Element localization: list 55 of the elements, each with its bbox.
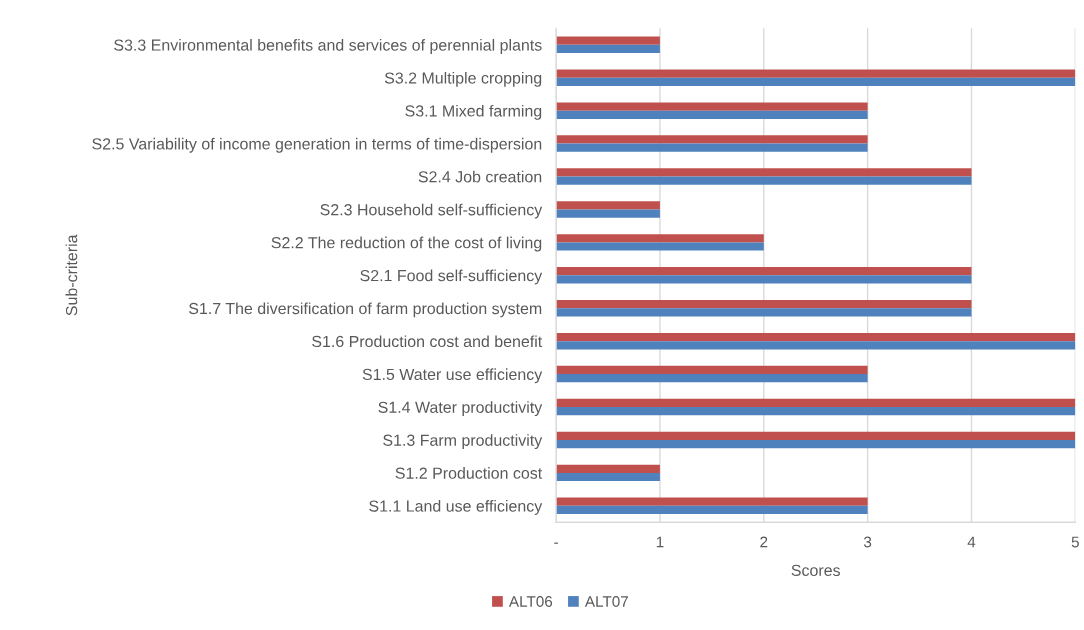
bar [556, 135, 868, 144]
y-tick-label: S3.3 Environmental benefits and services of perennial plants [114, 39, 542, 54]
bar [556, 300, 972, 309]
y-axis-title: Sub-criteria [65, 234, 78, 316]
y-tick-label: S3.2 Multiple cropping [384, 71, 542, 87]
y-tick-label: S1.4 Water productivity [378, 401, 543, 417]
y-tick-label: S2.2 The reduction of the cost of living [271, 236, 542, 252]
bar [556, 308, 972, 317]
legend-label: ALT06 [508, 596, 553, 607]
bar [556, 209, 660, 218]
y-tick-label: S1.5 Water use efficiency [362, 368, 543, 384]
x-tick-label: 3 [863, 536, 872, 548]
bar [556, 110, 868, 119]
y-tick-label: S2.4 Job creation [418, 170, 542, 183]
x-tick-label: 1 [656, 536, 664, 548]
y-tick-label: S2.1 Food self-sufficiency [360, 269, 543, 285]
bar [556, 44, 660, 54]
bar [556, 234, 764, 243]
y-tick-label: S2.3 Household self-sufficiency [320, 203, 543, 219]
y-tick-label: S1.1 Land use efficiency [369, 500, 543, 515]
bar [556, 267, 972, 276]
bar [556, 77, 1076, 86]
bar [556, 439, 1076, 449]
bar [556, 102, 868, 111]
y-tick-label: S1.7 The diversification of farm production system [189, 302, 542, 318]
legend-label: ALT07 [584, 596, 628, 607]
bar [556, 407, 1076, 416]
bar [556, 143, 868, 152]
bar [556, 464, 660, 473]
y-tick-label: S1.2 Production cost [395, 467, 543, 479]
bar [556, 497, 868, 506]
bar [556, 374, 868, 383]
bar [556, 341, 1076, 350]
bar [556, 472, 660, 482]
bar [556, 275, 972, 284]
y-tick-label: S1.3 Farm productivity [383, 434, 543, 450]
bar [556, 431, 1076, 440]
x-tick-label: - [554, 542, 558, 544]
bar [556, 201, 660, 210]
bar [556, 365, 868, 375]
y-tick-label: S2.5 Variability of income generation in terms of time-dispersion [92, 137, 542, 153]
bar [556, 505, 868, 515]
y-tick-label: S3.1 Mixed farming [405, 104, 542, 120]
y-tick-label: S1.6 Production cost and benefit [312, 335, 543, 348]
bar [556, 176, 972, 185]
bar [556, 398, 1076, 408]
bar [556, 69, 1076, 78]
x-axis-title: Scores [791, 564, 840, 577]
bar [556, 36, 660, 45]
bar [556, 242, 764, 251]
bar [556, 332, 1076, 342]
x-tick-label: 4 [967, 536, 976, 548]
x-tick-label: 2 [760, 536, 768, 548]
bar [556, 168, 972, 177]
x-tick-label: 5 [1071, 536, 1079, 548]
